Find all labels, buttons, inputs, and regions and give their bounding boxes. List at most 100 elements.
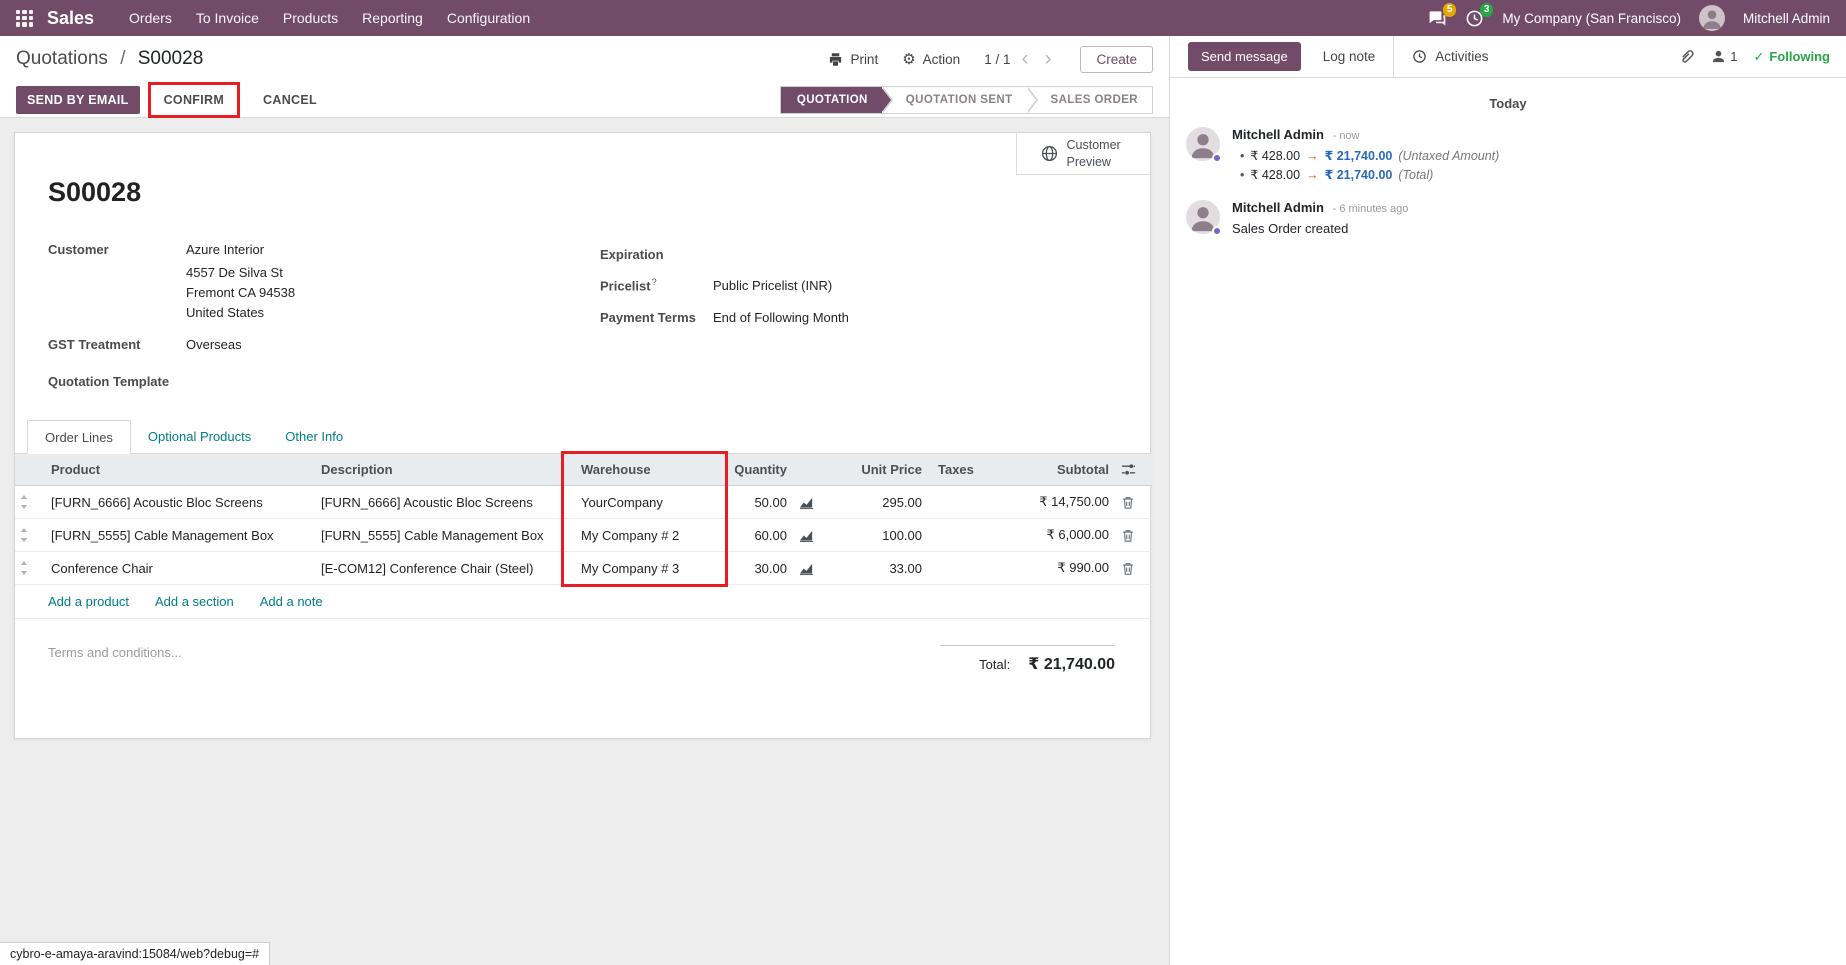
action-label: Action: [922, 51, 961, 67]
warehouse-cell[interactable]: YourCompany: [573, 485, 713, 520]
delete-row-icon[interactable]: [1117, 485, 1152, 520]
schedule-activity-button[interactable]: Activities: [1412, 49, 1489, 64]
taxes-cell[interactable]: [930, 551, 992, 586]
tab-optional-products[interactable]: Optional Products: [147, 429, 252, 445]
message-avatar[interactable]: [1186, 127, 1222, 163]
forecast-chart-icon[interactable]: [795, 485, 825, 520]
delete-row-icon[interactable]: [1117, 551, 1152, 586]
pager-next-icon[interactable]: ›: [1044, 47, 1052, 70]
state-sales-order[interactable]: SALES ORDER: [1026, 86, 1152, 113]
state-quotation[interactable]: QUOTATION: [780, 86, 893, 113]
log-note-button[interactable]: Log note: [1322, 49, 1376, 64]
send-message-button[interactable]: Send message: [1188, 42, 1301, 71]
optional-columns-button[interactable]: [1117, 454, 1152, 487]
product-cell[interactable]: [FURN_6666] Acoustic Bloc Screens: [43, 485, 313, 520]
field-group: Customer Azure Interior 4557 De Silva St…: [48, 242, 1117, 389]
tab-other-info[interactable]: Other Info: [285, 429, 344, 445]
product-cell[interactable]: Conference Chair: [43, 551, 313, 586]
activities-button-top[interactable]: 3: [1465, 2, 1494, 28]
app-name[interactable]: Sales: [47, 7, 95, 28]
order-line-row: [FURN_6666] Acoustic Bloc Screens [FURN_…: [15, 485, 1152, 520]
create-button[interactable]: Create: [1080, 45, 1153, 73]
terms-placeholder[interactable]: Terms and conditions...: [48, 645, 182, 661]
tab-order-lines[interactable]: Order Lines: [27, 420, 131, 455]
expiration-label: Expiration: [600, 247, 664, 262]
action-button[interactable]: ⚙ Action: [902, 52, 960, 67]
taxes-cell[interactable]: [930, 518, 992, 553]
message-avatar[interactable]: [1186, 199, 1222, 236]
print-label: Print: [850, 51, 879, 67]
confirm-button[interactable]: CONFIRM: [153, 86, 235, 114]
taxes-cell[interactable]: [930, 485, 992, 520]
customer-preview-label: Customer Preview: [1066, 138, 1121, 169]
apps-grid-icon[interactable]: [16, 9, 33, 27]
warehouse-cell[interactable]: My Company # 2: [573, 518, 713, 553]
user-menu[interactable]: Mitchell Admin: [1742, 10, 1830, 26]
date-separator: Today: [1489, 96, 1527, 111]
breadcrumb-current: S00028: [137, 48, 204, 69]
tracking-old-value: ₹ 428.00: [1250, 167, 1301, 182]
description-cell[interactable]: [FURN_6666] Acoustic Bloc Screens: [313, 485, 573, 520]
menu-to-invoice[interactable]: To Invoice: [195, 10, 259, 26]
customer-preview-button[interactable]: Customer Preview: [1016, 133, 1150, 175]
add-a-section-link[interactable]: Add a section: [154, 594, 234, 610]
payment-terms-value[interactable]: End of Following Month: [713, 310, 849, 326]
breadcrumb-quotations[interactable]: Quotations: [16, 48, 108, 69]
unit-price-cell[interactable]: 295.00: [825, 485, 930, 520]
pricelist-label: Pricelist?: [600, 277, 657, 294]
state-quotation-sent[interactable]: QUOTATION SENT: [881, 86, 1038, 113]
pager: 1 / 1 ‹ ›: [984, 47, 1056, 70]
forecast-chart-icon[interactable]: [795, 518, 825, 553]
tracking-field-name: (Total): [1398, 167, 1434, 182]
quotation-template-input[interactable]: [186, 369, 246, 386]
pager-counter: 1 / 1: [984, 51, 1011, 67]
menu-products[interactable]: Products: [282, 10, 339, 26]
user-avatar[interactable]: [1698, 5, 1725, 31]
following-button[interactable]: ✓ Following: [1753, 49, 1830, 65]
tracking-new-value[interactable]: ₹ 21,740.00: [1324, 167, 1393, 182]
address-line-1: 4557 De Silva St: [186, 265, 283, 280]
menu-orders[interactable]: Orders: [129, 10, 172, 26]
drag-handle-icon[interactable]: [15, 485, 43, 520]
attachments-button[interactable]: [1678, 48, 1695, 65]
customer-value[interactable]: Azure Interior: [186, 242, 265, 257]
tracking-field-name: (Untaxed Amount): [1398, 148, 1500, 163]
company-switcher[interactable]: My Company (San Francisco): [1502, 10, 1681, 26]
menu-reporting[interactable]: Reporting: [362, 10, 423, 26]
expiration-input[interactable]: [713, 242, 773, 259]
add-a-product-link[interactable]: Add a product: [48, 594, 129, 610]
quantity-cell[interactable]: 60.00: [713, 518, 795, 553]
quantity-cell[interactable]: 30.00: [713, 551, 795, 586]
message-time: - now: [1332, 130, 1360, 142]
description-cell[interactable]: [FURN_5555] Cable Management Box: [313, 518, 573, 553]
product-cell[interactable]: [FURN_5555] Cable Management Box: [43, 518, 313, 553]
pager-previous-icon[interactable]: ‹: [1021, 47, 1029, 70]
add-a-note-link[interactable]: Add a note: [259, 594, 323, 610]
cancel-button[interactable]: CANCEL: [252, 86, 328, 114]
gst-treatment-value[interactable]: Overseas: [186, 337, 242, 353]
subtotal-cell: ₹ 990.00: [992, 551, 1117, 586]
arrow-right-icon: →: [1306, 148, 1319, 163]
person-icon: [1711, 49, 1726, 64]
send-by-email-button[interactable]: SEND BY EMAIL: [16, 85, 140, 114]
unit-price-cell[interactable]: 33.00: [825, 551, 930, 586]
forecast-chart-icon[interactable]: [795, 551, 825, 586]
message-author[interactable]: Mitchell Admin: [1232, 199, 1324, 215]
tracking-new-value[interactable]: ₹ 21,740.00: [1324, 148, 1393, 163]
print-button[interactable]: Print: [828, 52, 878, 67]
unit-price-cell[interactable]: 100.00: [825, 518, 930, 553]
quantity-cell[interactable]: 50.00: [713, 485, 795, 520]
followers-button[interactable]: 1: [1711, 49, 1737, 64]
delete-row-icon[interactable]: [1117, 518, 1152, 553]
pricelist-value[interactable]: Public Pricelist (INR): [713, 278, 833, 294]
menu-configuration[interactable]: Configuration: [446, 10, 531, 26]
message-time: - 6 minutes ago: [1332, 202, 1409, 215]
order-lines-table: Product Description Warehouse Quantity U…: [15, 454, 1152, 586]
gst-treatment-label: GST Treatment: [48, 337, 141, 353]
messages-button[interactable]: 5: [1428, 2, 1457, 28]
warehouse-cell[interactable]: My Company # 3: [573, 551, 713, 586]
drag-handle-icon[interactable]: [15, 518, 43, 553]
message-author[interactable]: Mitchell Admin: [1232, 127, 1324, 142]
drag-handle-icon[interactable]: [15, 551, 43, 586]
description-cell[interactable]: [E-COM12] Conference Chair (Steel): [313, 551, 573, 586]
